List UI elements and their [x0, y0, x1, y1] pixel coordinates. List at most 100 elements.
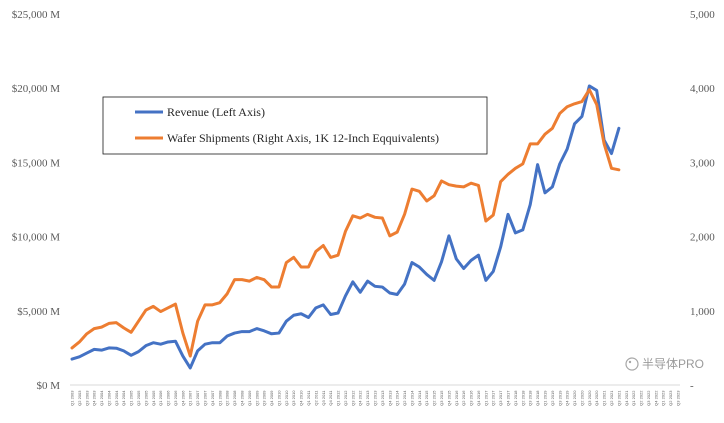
x-axis-tick-label: Q1 2004 — [99, 390, 104, 406]
x-axis-tick-label: Q3 2006 — [173, 390, 178, 406]
left-axis-tick-label: $25,000 M — [12, 9, 61, 21]
x-axis-tick-label: Q1 2005 — [129, 390, 134, 406]
x-axis-tick-label: Q4 2020 — [594, 390, 599, 406]
x-axis-tick-label: Q2 2015 — [432, 390, 437, 406]
x-axis-tick-label: Q2 2007 — [195, 390, 200, 406]
revenue-series-line — [70, 84, 621, 370]
legend: Revenue (Left Axis) Wafer Shipments (Rig… — [102, 96, 488, 155]
right-axis-tick-label: 1,000 — [690, 306, 715, 318]
x-axis-tick-label: Q3 2023 — [676, 390, 681, 406]
x-axis-tick-label: Q4 2003 — [92, 390, 97, 406]
x-axis-tick-label: Q1 2010 — [276, 390, 281, 406]
x-axis-tick-label: Q4 2006 — [180, 390, 185, 406]
x-axis-tick-label: Q4 2012 — [358, 390, 363, 406]
x-axis-tick-label: Q4 2014 — [417, 390, 422, 406]
x-axis-tick-label: Q2 2013 — [373, 390, 378, 406]
x-axis-tick-label: Q3 2011 — [321, 390, 326, 406]
x-axis-tick-label: Q3 2019 — [557, 390, 562, 406]
series-layer — [70, 84, 621, 370]
x-axis-tick-label: Q4 2013 — [387, 390, 392, 406]
x-axis-tick-label: Q3 2007 — [203, 390, 208, 406]
x-axis-tick-label: Q2 2020 — [579, 390, 584, 406]
x-axis-tick-label: Q4 2018 — [535, 390, 540, 406]
legend-label-revenue: Revenue (Left Axis) — [167, 105, 265, 119]
right-axis: - 1,000 2,000 3,000 4,000 5,000 — [690, 9, 715, 392]
x-axis-tick-label: Q1 2003 — [70, 390, 75, 406]
x-axis-tick-label: Q1 2017 — [483, 390, 488, 406]
x-axis-tick-label: Q2 2018 — [520, 390, 525, 406]
watermark-icon-inner — [628, 360, 632, 364]
x-axis-tick-label: Q3 2015 — [439, 390, 444, 406]
x-axis-tick-label: Q3 2010 — [291, 390, 296, 406]
x-axis-tick-label: Q2 2006 — [166, 390, 171, 406]
x-axis-tick-label: Q4 2021 — [624, 390, 629, 406]
x-axis-tick-label: Q1 2009 — [247, 390, 252, 406]
right-axis-tick-label: 2,000 — [690, 232, 715, 244]
x-axis-tick-label: Q4 2016 — [476, 390, 481, 406]
x-axis-tick-label: Q1 2022 — [631, 390, 636, 406]
x-axis-tick-label: Q1 2012 — [336, 390, 341, 406]
x-axis-tick-label: Q4 2022 — [653, 390, 658, 406]
right-axis-tick-label: 3,000 — [690, 157, 715, 169]
x-axis-tick-label: Q4 2019 — [565, 390, 570, 406]
x-axis-tick-label: Q3 2004 — [114, 390, 119, 406]
x-axis-tick-label: Q2 2021 — [609, 390, 614, 406]
x-axis-tick-label: Q1 2018 — [513, 390, 518, 406]
x-axis-tick-label: Q3 2020 — [587, 390, 592, 406]
x-axis-tick-label: Q4 2005 — [151, 390, 156, 406]
x-axis-tick-label: Q2 2012 — [343, 390, 348, 406]
watermark: 半导体PRO — [625, 357, 704, 371]
left-axis-tick-label: $20,000 M — [12, 83, 61, 95]
x-axis-tick-label: Q3 2018 — [528, 390, 533, 406]
x-axis-tick-label: Q2 2023 — [668, 390, 673, 406]
x-axis-tick-label: Q2 2003 — [77, 390, 82, 406]
x-axis-tick-label: Q3 2021 — [616, 390, 621, 406]
x-axis-tick-label: Q1 2007 — [188, 390, 193, 406]
x-axis-tick-label: Q2 2019 — [550, 390, 555, 406]
left-axis-tick-label: $5,000 M — [17, 306, 60, 318]
x-axis-tick-label: Q1 2021 — [602, 390, 607, 406]
x-axis-tick-label: Q3 2012 — [350, 390, 355, 406]
x-axis-tick-label: Q4 2009 — [269, 390, 274, 406]
right-axis-tick-label: 5,000 — [690, 9, 715, 21]
x-axis-tick-label: Q1 2014 — [395, 390, 400, 406]
left-axis-tick-label: $0 M — [36, 380, 60, 392]
x-axis-tick-label: Q3 2013 — [380, 390, 385, 406]
x-axis-tick-label: Q3 2003 — [84, 390, 89, 406]
x-axis-tick-label: Q1 2015 — [424, 390, 429, 406]
x-axis-tick-label: Q1 2019 — [542, 390, 547, 406]
x-axis-tick-labels: Q1 2003 Q2 2003 Q3 2003 Q4 2003 Q1 2004 Q2 20… — [70, 390, 681, 406]
x-axis-tick-label: Q2 2008 — [225, 390, 230, 406]
x-axis-tick-label: Q4 2007 — [210, 390, 215, 406]
x-axis-tick-label: Q1 2013 — [365, 390, 370, 406]
left-axis-tick-label: $10,000 M — [12, 232, 61, 244]
x-axis-tick-label: Q2 2010 — [284, 390, 289, 406]
watermark-icon — [625, 357, 639, 371]
x-axis-tick-label: Q1 2011 — [306, 390, 311, 406]
x-axis-tick-label: Q2 2004 — [106, 390, 111, 406]
x-axis-tick-label: Q2 2017 — [491, 390, 496, 406]
x-axis-tick-label: Q3 2008 — [232, 390, 237, 406]
x-axis-tick-label: Q2 2022 — [639, 390, 644, 406]
right-axis-tick-label: - — [690, 380, 694, 392]
x-axis-tick-label: Q1 2023 — [661, 390, 666, 406]
x-axis-tick-label: Q1 2008 — [217, 390, 222, 406]
watermark-text: 半导体PRO — [642, 357, 704, 371]
x-axis-tick-label: Q2 2016 — [461, 390, 466, 406]
x-axis-tick-label: Q2 2011 — [313, 390, 318, 406]
x-axis-tick-label: Q3 2005 — [143, 390, 148, 406]
legend-box — [102, 96, 488, 155]
x-axis-tick-label: Q2 2009 — [254, 390, 259, 406]
x-axis-tick-label: Q1 2020 — [572, 390, 577, 406]
x-axis-tick-label: Q1 2006 — [158, 390, 163, 406]
x-axis-tick-label: Q3 2022 — [646, 390, 651, 406]
x-axis-tick-label: Q3 2016 — [469, 390, 474, 406]
x-axis-tick-label: Q4 2011 — [328, 390, 333, 406]
x-axis-tick-label: Q1 2016 — [454, 390, 459, 406]
right-axis-tick-label: 4,000 — [690, 83, 715, 95]
x-axis-tick-label: Q3 2014 — [409, 390, 414, 406]
x-axis-tick-label: Q4 2004 — [121, 390, 126, 406]
left-axis: $0 M $5,000 M $10,000 M $15,000 M $20,000 M $… — [12, 9, 61, 392]
x-axis-tick-label: Q3 2017 — [498, 390, 503, 406]
